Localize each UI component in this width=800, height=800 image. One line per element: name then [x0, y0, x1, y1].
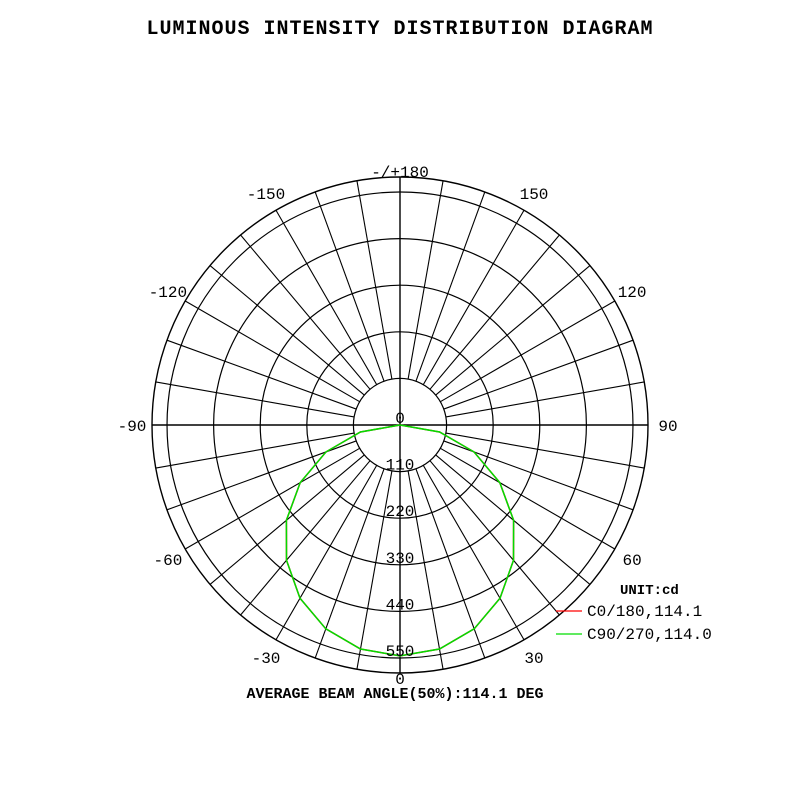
grid-spoke [429, 234, 560, 390]
radial-tick-label: 440 [386, 596, 415, 614]
angle-tick-label: 120 [618, 284, 647, 302]
grid-spoke [407, 180, 444, 380]
grid-spoke [184, 447, 360, 550]
grid-spoke [356, 180, 393, 380]
angle-tick-label: -30 [252, 650, 281, 668]
grid-spoke [275, 209, 378, 385]
radial-tick-label: 220 [386, 503, 415, 521]
grid-spoke [440, 447, 616, 550]
grid-spoke [440, 300, 616, 403]
grid-spoke [415, 191, 486, 382]
unit-label: UNIT:cd [620, 583, 679, 599]
grid-spoke [209, 265, 365, 396]
grid-spoke [240, 460, 371, 616]
grid-spoke [356, 470, 393, 670]
radial-tick-label: 550 [386, 643, 415, 661]
angle-tick-label: -60 [153, 552, 182, 570]
grid-spoke [429, 460, 560, 616]
labels: 0 110 220 330 440 550 -/+180 150 -150 120 -120 90 -9… [118, 164, 678, 689]
angle-tick-label: -150 [247, 186, 285, 204]
grid-spoke [435, 265, 591, 396]
grid-spoke [445, 381, 645, 418]
grid-spoke [184, 300, 360, 403]
radial-tick-label: 110 [386, 457, 415, 475]
grid-spoke [155, 432, 355, 469]
radial-tick-label: 0 [395, 410, 405, 428]
angle-tick-label: -/+180 [371, 164, 429, 182]
radial-tick-label: 330 [386, 550, 415, 568]
angle-tick-label: -120 [149, 284, 187, 302]
legend: UNIT:cd C0/180,114.1 C90/270,114.0 [556, 583, 712, 644]
chart-title: LUMINOUS INTENSITY DISTRIBUTION DIAGRAM [146, 18, 654, 41]
legend-label: C0/180,114.1 [587, 603, 702, 621]
grid-spoke [155, 381, 355, 418]
angle-tick-label: 150 [520, 186, 549, 204]
grid-spoke [415, 468, 486, 659]
grid-spoke [314, 468, 385, 659]
curve-series-1 [285, 424, 515, 657]
grid-spoke [407, 470, 444, 670]
angle-tick-label: 30 [524, 650, 543, 668]
grid-spoke [314, 191, 385, 382]
curves [285, 424, 515, 657]
grid-spoke [445, 432, 645, 469]
grid-spoke [443, 339, 634, 410]
grid-spoke [275, 465, 378, 641]
angle-tick-label: 60 [622, 552, 641, 570]
angle-tick-label: -90 [118, 418, 147, 436]
beam-angle-text: AVERAGE BEAM ANGLE(50%):114.1 DEG [246, 686, 544, 703]
angle-tick-label: 0 [395, 671, 405, 689]
grid-spoke [422, 209, 525, 385]
grid-spoke [240, 234, 371, 390]
grid-spoke [422, 465, 525, 641]
grid-spoke [166, 339, 357, 410]
legend-label: C90/270,114.0 [587, 626, 712, 644]
angle-tick-label: 90 [658, 418, 677, 436]
